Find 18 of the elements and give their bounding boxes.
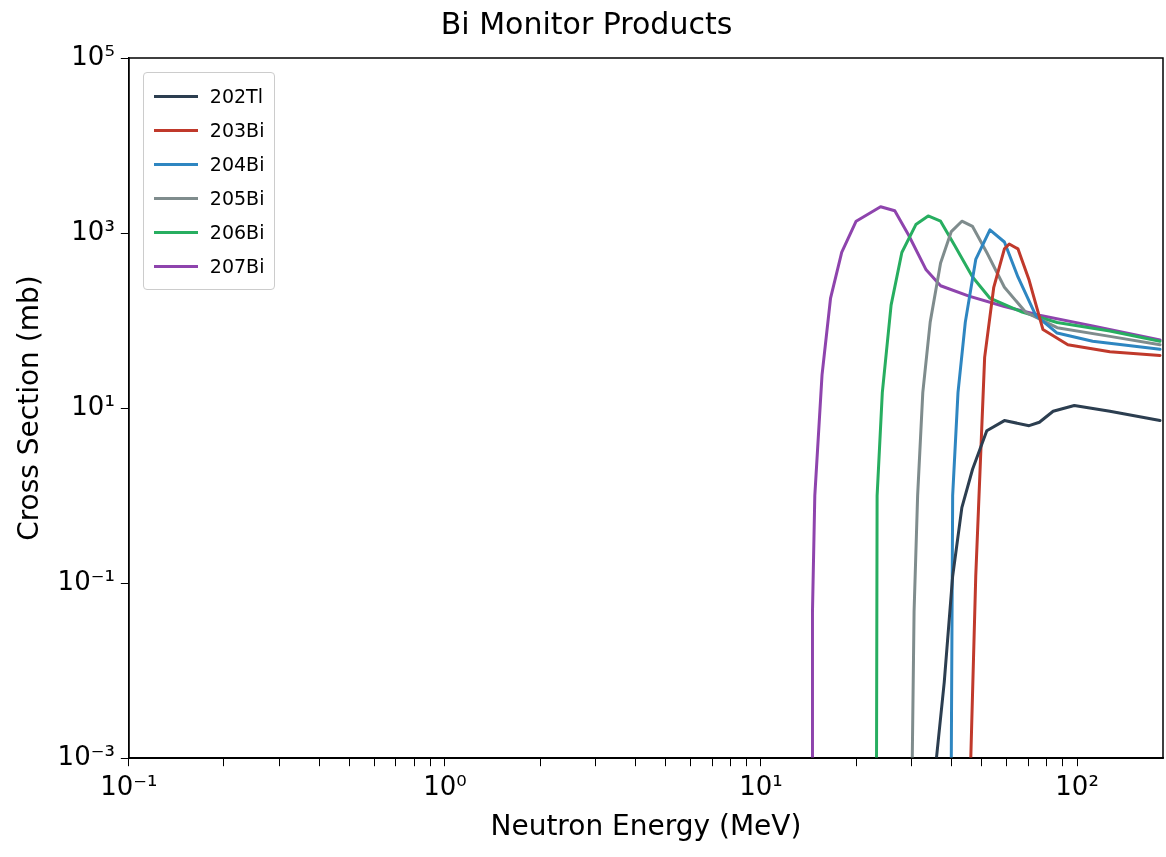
legend-label: 206Bi xyxy=(209,221,265,243)
x-tick-label: 10⁻¹ xyxy=(100,770,158,801)
y-axis-title: Cross Section (mb) xyxy=(12,275,46,541)
chart-title: Bi Monitor Products xyxy=(440,5,733,41)
legend-label: 202Tl xyxy=(209,85,263,107)
y-tick-label: 10³ xyxy=(71,215,115,246)
x-tick-label: 10² xyxy=(1055,770,1099,801)
legend-label: 205Bi xyxy=(209,187,265,209)
y-tick-label: 10⁵ xyxy=(71,40,115,71)
legend-label: 204Bi xyxy=(209,153,265,175)
legend-label: 207Bi xyxy=(209,255,265,277)
x-tick-label: 10⁰ xyxy=(423,770,467,801)
x-tick-label: 10¹ xyxy=(739,770,783,801)
legend-label: 203Bi xyxy=(209,119,265,141)
x-axis-title: Neutron Energy (MeV) xyxy=(490,809,802,843)
y-tick-label: 10⁻³ xyxy=(57,740,115,771)
y-tick-label: 10⁻¹ xyxy=(57,565,115,596)
y-tick-label: 10¹ xyxy=(71,390,115,421)
